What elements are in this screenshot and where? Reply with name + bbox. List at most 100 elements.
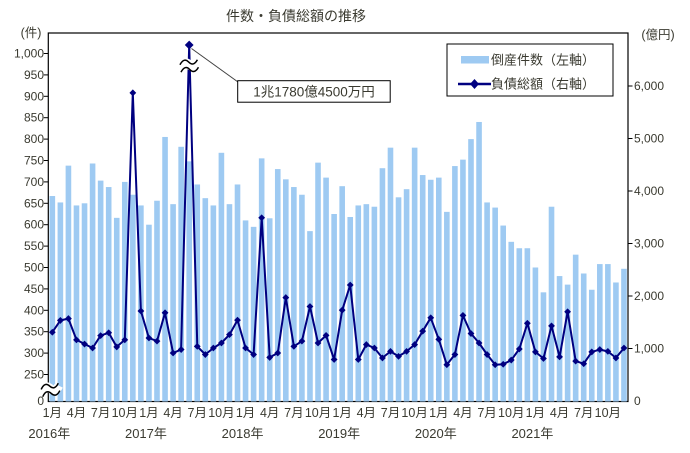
line-marker	[242, 344, 249, 352]
x-axis-month-label: 10月	[305, 406, 331, 420]
line-marker	[201, 351, 209, 358]
line-marker	[499, 360, 507, 368]
right-axis-tick-label: 1,000	[634, 342, 664, 356]
bar	[226, 204, 233, 402]
line-marker	[572, 357, 580, 365]
line-marker	[226, 331, 233, 338]
line-marker	[540, 355, 547, 362]
x-axis-month-label: 1月	[139, 406, 158, 420]
bar	[331, 214, 337, 402]
bar	[500, 225, 507, 402]
left-axis-tick-label: 550	[24, 239, 44, 253]
x-axis-year-label: 2018年	[222, 426, 264, 441]
line-marker	[443, 361, 451, 369]
line-marker	[427, 314, 435, 322]
bar	[266, 218, 273, 402]
line-marker	[620, 344, 628, 352]
left-axis-tick-label: 600	[24, 218, 44, 232]
bar	[218, 152, 225, 402]
x-axis-year-label: 2017年	[125, 426, 167, 441]
line-marker	[580, 360, 588, 368]
line-marker	[113, 343, 121, 351]
x-axis-month-label: 4月	[550, 406, 569, 420]
bar	[597, 264, 603, 402]
x-axis-month-label: 10月	[498, 406, 524, 420]
line-marker	[346, 281, 354, 289]
x-axis-month-label: 4月	[67, 406, 86, 420]
bar	[572, 254, 579, 402]
line-marker	[282, 294, 290, 301]
left-axis-tick-label: 900	[24, 89, 44, 103]
right-axis-tick-label: 3,000	[634, 237, 664, 251]
bar	[564, 284, 571, 402]
line-marker	[306, 303, 314, 310]
line-marker	[338, 306, 346, 314]
line-marker	[507, 356, 515, 364]
line-marker	[209, 344, 217, 352]
bar	[146, 224, 152, 402]
line-marker	[322, 331, 330, 339]
bar	[242, 220, 249, 402]
left-axis-tick-label: 800	[24, 132, 44, 146]
bar	[97, 180, 104, 402]
line-marker	[354, 356, 362, 363]
line-marker	[459, 312, 467, 319]
bar	[452, 166, 458, 402]
left-axis-unit-label: (件)	[21, 26, 42, 40]
bar	[444, 211, 450, 402]
left-axis-tick-label: 700	[24, 175, 44, 189]
line-marker	[379, 354, 386, 362]
bar	[121, 181, 128, 402]
x-axis-month-label: 4月	[357, 406, 376, 420]
annotation-leader-line	[191, 48, 239, 83]
line-marker	[435, 335, 443, 343]
bar	[435, 177, 442, 402]
bar	[540, 292, 547, 402]
x-axis-month-label: 7月	[574, 406, 593, 420]
line-marker	[483, 351, 491, 358]
x-axis-month-label: 7月	[188, 406, 207, 420]
line-marker	[97, 332, 105, 340]
bar	[250, 226, 257, 402]
legend-item-total-liabilities: 負債総額（右軸）	[458, 77, 595, 92]
bar	[556, 276, 563, 402]
x-axis-month-label: 10月	[208, 406, 234, 420]
line-marker	[451, 351, 459, 358]
line-marker	[218, 339, 225, 347]
line-marker	[491, 361, 499, 369]
bar	[81, 203, 88, 402]
bar	[307, 231, 313, 402]
left-axis-break-icon	[37, 382, 63, 398]
x-axis-year-label: 2020年	[415, 426, 457, 441]
bar	[162, 136, 168, 402]
left-axis-tick-label: 850	[24, 111, 44, 125]
line-marker	[604, 347, 612, 355]
annotation-box	[237, 80, 391, 103]
legend-item-label: 倒産件数（左軸）	[491, 53, 595, 68]
bar	[202, 198, 209, 402]
bar	[588, 289, 595, 402]
left-axis-tick-label: 500	[24, 261, 44, 275]
x-axis-month-label: 10月	[112, 406, 138, 420]
line-marker	[258, 214, 266, 222]
axis-break-wave	[179, 59, 199, 66]
bar	[258, 158, 265, 402]
line-marker	[266, 354, 274, 361]
line-marker	[177, 346, 185, 353]
bar	[371, 206, 378, 402]
left-axis-tick-label: 400	[24, 303, 44, 317]
line-marker-off-scale-peak	[184, 40, 194, 50]
line-marker	[234, 316, 241, 324]
x-axis-month-label: 7月	[284, 406, 303, 420]
line-marker	[411, 341, 419, 348]
bar	[468, 139, 474, 402]
line-marker	[153, 337, 161, 345]
bar	[234, 184, 241, 402]
annotation-text: 1兆1780億4500万円	[253, 85, 375, 100]
bar	[65, 165, 72, 402]
line-marker	[274, 349, 282, 357]
bar	[484, 202, 490, 402]
right-axis-tick-label: 4,000	[634, 184, 664, 198]
bar	[210, 205, 217, 402]
